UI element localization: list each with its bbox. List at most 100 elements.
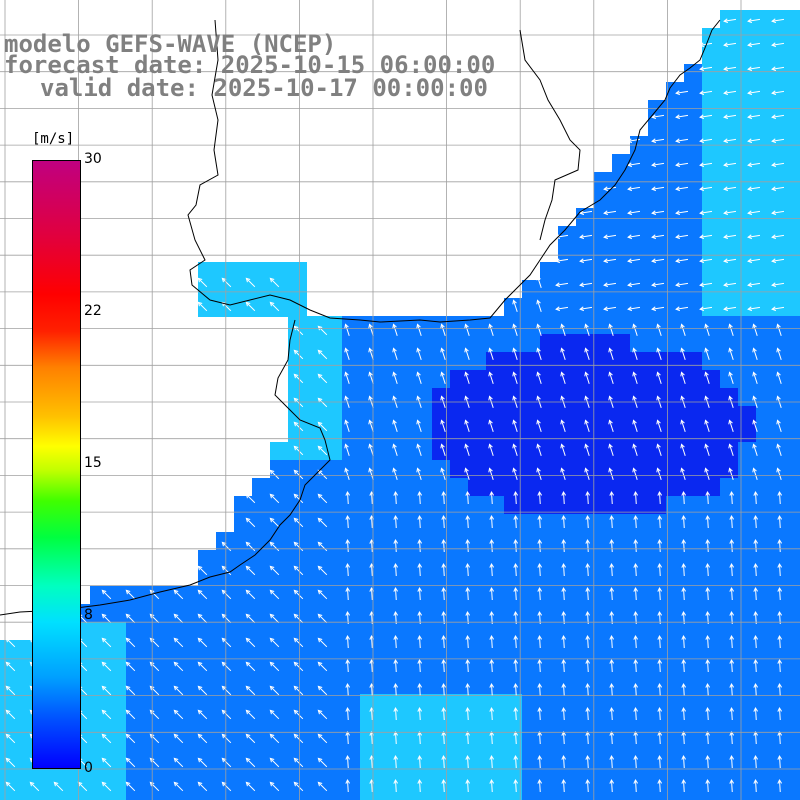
field-cell [468, 766, 487, 785]
wind-arrow-head [149, 733, 155, 739]
field-cell [792, 496, 800, 515]
field-cell [54, 766, 73, 785]
wind-arrow [562, 587, 565, 601]
field-cell [342, 514, 361, 533]
wind-arrow [293, 733, 304, 744]
field-cell [738, 622, 757, 641]
wind-arrow-head [729, 538, 735, 544]
wind-arrow [658, 491, 661, 505]
wind-arrow-head [221, 709, 227, 715]
field-cell [486, 586, 505, 605]
field-cell [396, 568, 415, 587]
field-cell [540, 586, 559, 605]
wind-arrow [317, 517, 328, 528]
wind-arrow [245, 685, 256, 696]
field-cell [450, 712, 469, 731]
wind-arrow-head [627, 162, 633, 168]
field-cell [126, 586, 145, 605]
wind-arrow-head [585, 610, 591, 616]
wind-arrow-head [561, 562, 567, 568]
field-cell [324, 766, 343, 785]
field-cell [504, 730, 523, 749]
field-cell [774, 478, 793, 497]
wind-arrow [562, 635, 565, 649]
field-cell [306, 568, 325, 587]
field-cell [576, 730, 595, 749]
wind-arrow [586, 563, 589, 577]
field-cell [396, 730, 415, 749]
wind-arrow-head [747, 162, 753, 168]
field-cell [774, 208, 793, 227]
field-cell [504, 568, 523, 587]
wind-arrow-head [728, 323, 733, 329]
wind-arrow [538, 539, 541, 553]
field-cell [198, 640, 217, 659]
wind-arrow [293, 757, 304, 768]
wind-arrow [610, 731, 613, 745]
field-cell [252, 478, 271, 497]
wind-arrow-head [656, 467, 661, 473]
field-cell [342, 730, 361, 749]
wind-arrow-head [752, 443, 757, 449]
wind-arrow [418, 683, 421, 697]
field-cell [774, 460, 793, 479]
field-cell [144, 766, 163, 785]
wind-arrow [442, 755, 445, 769]
wind-arrow-head [417, 634, 423, 640]
colorbar-unit: [m/s] [32, 131, 75, 147]
wind-arrow-head [245, 661, 251, 667]
wind-arrow-head [609, 634, 615, 640]
field-cell [144, 640, 163, 659]
wind-arrow-head [317, 733, 323, 739]
wind-arrow [537, 348, 542, 360]
wind-arrow [293, 373, 304, 384]
field-cell [252, 730, 271, 749]
wind-arrow [634, 755, 637, 769]
wind-arrow-head [269, 733, 275, 739]
field-cell [396, 784, 415, 800]
wind-arrow [748, 42, 761, 46]
wind-arrow [269, 637, 280, 648]
field-cell [162, 784, 181, 800]
field-cell [648, 406, 667, 425]
wind-arrow-head [579, 258, 585, 264]
wind-arrow [5, 733, 16, 744]
field-cell [756, 640, 775, 659]
field-cell [360, 730, 379, 749]
wind-arrow [706, 683, 709, 697]
wind-arrow [245, 709, 256, 720]
wind-arrow-head [705, 586, 711, 592]
field-cell [378, 514, 397, 533]
wind-arrow-head [345, 658, 351, 664]
field-cell [702, 190, 721, 209]
field-cell [666, 568, 685, 587]
field-cell [684, 748, 703, 767]
field-cell [684, 100, 703, 119]
wind-arrow [269, 517, 280, 528]
field-cell [774, 550, 793, 569]
field-cell [90, 694, 109, 713]
wind-arrow-head [699, 258, 705, 264]
field-cell [558, 496, 577, 515]
wind-arrow [682, 707, 685, 721]
wind-arrow [345, 468, 350, 480]
wind-arrow-head [771, 138, 777, 144]
wind-arrow [628, 282, 641, 286]
field-cell [288, 514, 307, 533]
wind-arrow-head [464, 371, 469, 377]
wind-arrow [269, 565, 280, 576]
field-cell [234, 280, 253, 299]
field-cell [666, 190, 685, 209]
wind-arrow [705, 468, 710, 480]
field-cell [594, 532, 613, 551]
wind-arrow-head [101, 733, 107, 739]
field-cell [720, 622, 739, 641]
field-cell [738, 568, 757, 587]
field-cell [486, 370, 505, 389]
wind-arrow-head [488, 371, 493, 377]
wind-arrow [610, 539, 613, 553]
field-cell [594, 622, 613, 641]
wind-arrow-head [512, 299, 517, 305]
wind-arrow [778, 755, 781, 769]
wind-arrow [393, 420, 398, 432]
